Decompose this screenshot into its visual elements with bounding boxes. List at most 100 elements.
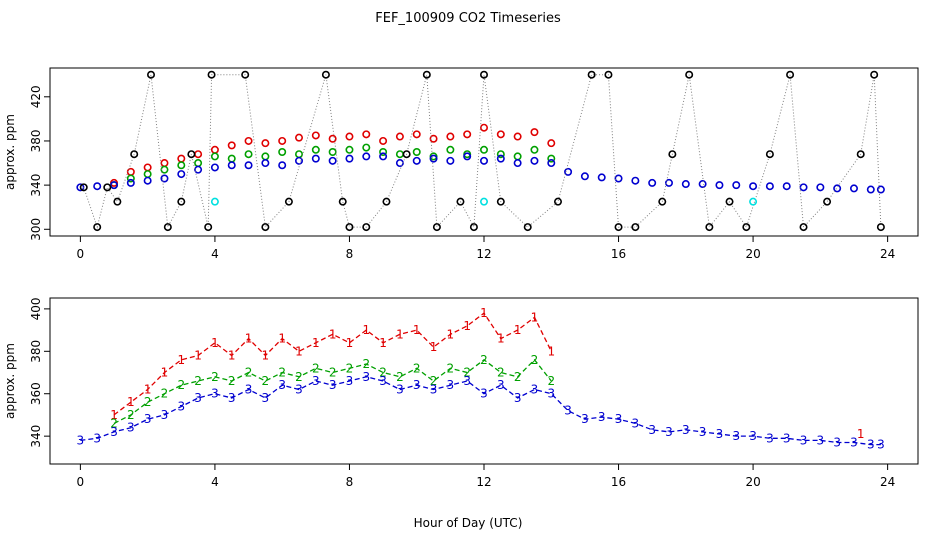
data-point-black [658,197,667,206]
data-point-blue [345,154,354,163]
data-marker-red: 1 [329,327,337,341]
data-marker-blue: 3 [144,412,152,426]
data-marker-blue: 3 [463,374,471,388]
x-tick-label: 20 [745,475,760,489]
y-tick-label: 380 [29,130,43,153]
data-point-black [284,197,293,206]
data-point-blue [732,181,741,190]
data-point-red [244,136,253,145]
data-point-blue [210,163,219,172]
data-marker-green: 2 [295,370,303,384]
data-point-blue [866,185,875,194]
data-point-green [530,145,539,154]
data-point-black [177,197,186,206]
data-point-black [786,70,795,79]
data-marker-blue: 3 [312,374,320,388]
data-point-blue [564,167,573,176]
data-marker-blue: 3 [194,391,202,405]
data-marker-green: 2 [144,395,152,409]
data-point-cyan [749,197,758,206]
data-point-green [446,145,455,154]
data-point-red [496,130,505,139]
data-marker-green: 2 [480,353,488,367]
x-tick-label: 24 [880,475,895,489]
data-marker-blue: 3 [867,438,875,452]
data-marker-green: 2 [177,378,185,392]
data-marker-blue: 3 [362,370,370,384]
data-marker-blue: 3 [245,382,253,396]
data-point-black [402,150,411,159]
x-tick-label: 0 [77,247,85,261]
data-marker-blue: 3 [379,374,387,388]
data-marker-green: 2 [447,361,455,375]
data-marker-green: 2 [413,361,421,375]
data-marker-blue: 3 [665,425,673,439]
data-marker-green: 2 [110,416,118,430]
y-axis-label: approx. ppm [3,343,17,419]
chart-title: FEF_100909 CO2 Timeseries [375,11,561,26]
data-point-black [432,223,441,232]
data-point-red [177,154,186,163]
data-point-black [103,183,112,192]
data-point-red [345,132,354,141]
data-point-blue [295,156,304,165]
data-marker-blue: 3 [430,382,438,396]
data-point-black [765,150,774,159]
data-point-red [530,128,539,137]
data-marker-blue: 3 [110,425,118,439]
data-marker-blue: 3 [497,378,505,392]
data-marker-green: 2 [430,374,438,388]
data-point-red [143,163,152,172]
x-tick-label: 20 [745,247,760,261]
data-point-blue [664,178,673,187]
data-point-cyan [210,197,219,206]
data-marker-green: 2 [514,370,522,384]
data-marker-green: 2 [346,361,354,375]
data-marker-green: 2 [127,408,135,422]
data-point-green [345,145,354,154]
data-marker-red: 1 [514,323,522,337]
data-marker-blue: 3 [833,436,841,450]
data-marker-green: 2 [379,366,387,380]
data-point-blue [311,154,320,163]
data-point-blue [126,178,135,187]
data-point-black [321,70,330,79]
data-marker-blue: 3 [581,412,589,426]
data-point-black [113,197,122,206]
data-marker-green: 2 [531,353,539,367]
data-marker-red: 1 [177,353,185,367]
data-point-green [210,152,219,161]
data-point-red [227,141,236,150]
data-marker-blue: 3 [447,378,455,392]
data-point-green [395,150,404,159]
data-point-green [412,148,421,157]
data-marker-blue: 3 [127,421,135,435]
data-point-black [553,197,562,206]
data-marker-green: 2 [161,387,169,401]
data-point-blue [614,174,623,183]
y-tick-label: 300 [29,218,43,241]
data-point-blue [648,178,657,187]
data-point-black [382,197,391,206]
data-point-blue [496,154,505,163]
data-point-black [523,223,532,232]
data-point-blue [597,173,606,182]
data-marker-blue: 3 [817,433,825,447]
data-marker-blue: 3 [850,436,858,450]
data-marker-blue: 3 [262,391,270,405]
data-marker-red: 1 [362,323,370,337]
data-marker-blue: 3 [800,433,808,447]
connector-line [83,74,882,229]
data-point-black [870,70,879,79]
data-point-green [244,150,253,159]
data-point-blue [833,184,842,193]
data-marker-blue: 3 [396,382,404,396]
data-marker-blue: 3 [531,382,539,396]
data-marker-red: 1 [110,408,118,422]
data-point-black [338,197,347,206]
data-marker-red: 1 [857,427,865,441]
data-marker-blue: 3 [766,431,774,445]
data-marker-red: 1 [447,327,455,341]
